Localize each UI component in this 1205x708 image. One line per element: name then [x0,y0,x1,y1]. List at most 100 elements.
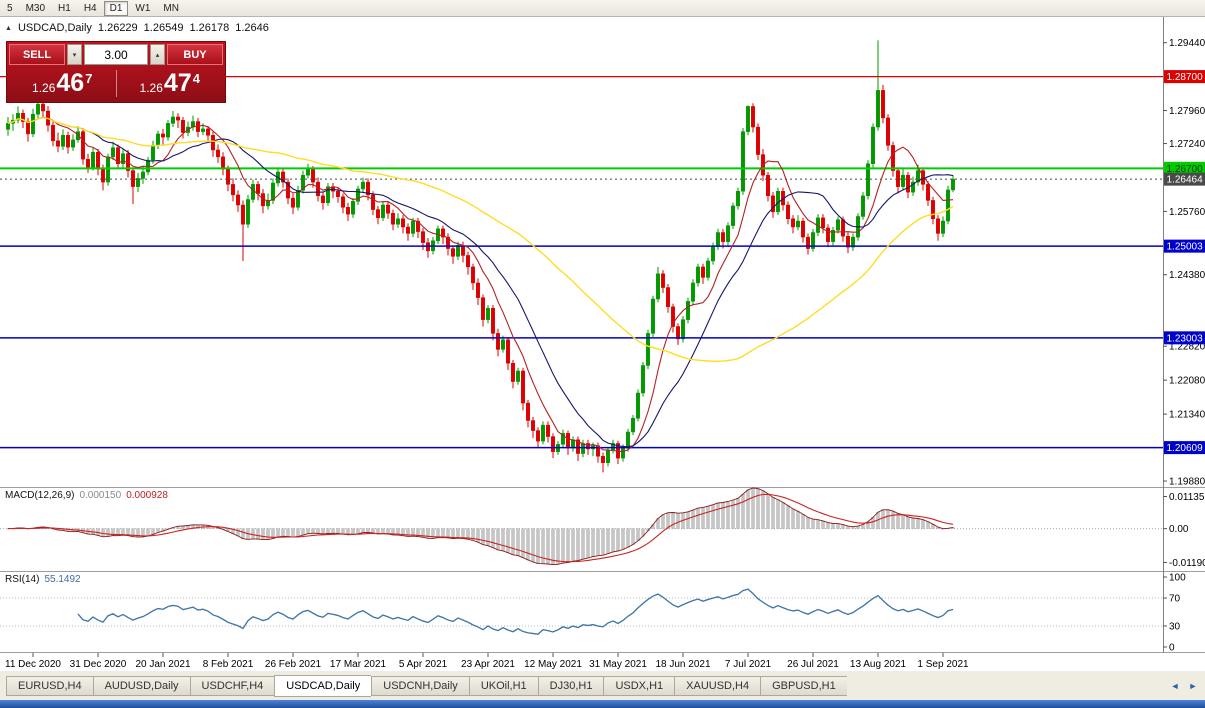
bid-price[interactable]: 1.26 46 7 [9,67,116,100]
sell-button[interactable]: SELL [9,44,65,65]
macd-histogram-bar [761,490,765,529]
candle-body [831,229,835,242]
bid-pipette: 7 [85,71,93,86]
time-axis-label: 13 Aug 2021 [850,659,907,670]
macd-histogram-bar [791,508,795,529]
macd-histogram-bar [816,519,820,529]
macd-histogram-bar [281,528,285,537]
candle-body [341,196,345,208]
candle-body [21,113,25,122]
macd-histogram-bar [836,523,840,529]
candle-body [711,246,715,262]
candle-body [521,370,525,404]
volume-increase-button[interactable]: ▴ [150,44,165,65]
one-click-collapse-icon[interactable]: ▲ [5,24,12,32]
macd-histogram-bar [356,528,360,534]
price-level-box[interactable] [1164,239,1205,253]
candle-body [456,245,460,257]
timeframe-m5[interactable]: 5 [1,1,19,16]
macd-histogram-bar [671,512,675,529]
tab-usdcnh-daily[interactable]: USDCNH,Daily [371,675,469,696]
timeframe-toolbar: 5 M30 H1 H4 D1 W1 MN [0,0,1205,17]
candle-body [316,181,320,197]
candle-body [731,205,735,226]
tab-usdchf-h4[interactable]: USDCHF,H4 [189,675,275,696]
timeframe-mn[interactable]: MN [157,1,185,16]
tab-gbpusd-h1[interactable]: GBPUSD,H1 [760,675,847,696]
macd-histogram-bar [496,528,500,551]
macd-histogram-bar [251,528,255,540]
price-level-box[interactable] [1164,70,1205,84]
tab-scroll-right-icon[interactable]: ► [1188,680,1198,691]
candle-body [226,168,230,185]
candle-body [516,370,520,382]
timeframe-m30[interactable]: M30 [20,1,51,16]
tab-scroll-left-icon[interactable]: ◄ [1170,680,1180,691]
time-axis-label: 12 May 2021 [524,659,582,670]
candle-body [726,225,730,242]
timeframe-h1[interactable]: H1 [52,1,77,16]
candle-body [151,145,155,161]
tab-eurusd-h4[interactable]: EURUSD,H4 [6,675,93,696]
tab-usdx-h1[interactable]: USDX,H1 [603,675,675,696]
timeframe-w1[interactable]: W1 [129,1,156,16]
chart-symbol-period: USDCAD,Daily [17,22,92,34]
tab-xauusd-h4[interactable]: XAUUSD,H4 [674,675,761,696]
buy-button[interactable]: BUY [167,44,223,65]
price-level-box[interactable] [1164,161,1205,175]
volume-input[interactable] [84,44,148,65]
candle-body [551,436,555,452]
chart-area: 1.29440 1.27960 1.27240 1.25760 1.24380 1.228… [0,17,1205,670]
tab-ukoil-h1[interactable]: UKOil,H1 [468,675,538,696]
chart-canvas[interactable]: 1.29440 1.27960 1.27240 1.25760 1.24380 1.228… [0,17,1205,670]
price-level-box[interactable] [1164,441,1205,455]
candle-body [26,121,30,135]
tab-audusd-daily[interactable]: AUDUSD,Daily [92,675,190,696]
candle-body [696,266,700,284]
price-tick-label: 1.21340 [1169,410,1205,421]
macd-histogram-bar [456,528,460,539]
macd-histogram-bar [351,528,355,535]
candle-body [336,190,340,197]
chart-close-value: 1.2646 [235,22,269,34]
candle-body [846,235,850,248]
candle-body [156,133,160,146]
candle-body [281,171,285,183]
candle-body [886,117,890,146]
candle-body [506,339,510,364]
time-axis-label: 31 Dec 2020 [70,659,127,670]
candle-body [511,362,515,382]
timeframe-h4[interactable]: H4 [78,1,103,16]
candle-body [866,163,870,197]
time-axis-label: 11 Dec 2020 [5,659,61,670]
candle-body [661,273,665,288]
macd-histogram-bar [926,521,930,529]
timeframe-d1[interactable]: D1 [103,0,129,16]
candle-body [811,232,815,249]
ask-big-digits: 47 [163,69,192,97]
tab-label: DJ30,H1 [549,679,593,692]
candle-body [891,145,895,171]
macd-histogram-bar [806,517,810,529]
tab-label: EURUSD,H4 [18,679,82,692]
macd-axis-label: 0.01135 [1169,492,1205,503]
price-level-box[interactable] [1164,172,1205,186]
tab-usdcad-daily[interactable]: USDCAD,Daily [274,674,372,697]
tab-label: USDCHF,H4 [201,679,264,692]
tab-dj30-h1[interactable]: DJ30,H1 [537,675,604,696]
ask-price[interactable]: 1.26 47 4 [117,67,224,100]
volume-decrease-button[interactable]: ▾ [67,44,82,65]
candle-body [926,184,930,201]
candle-body [61,135,65,147]
macd-axis-label: 0.00 [1169,524,1189,535]
candle-body [941,220,945,234]
macd-histogram-bar [801,514,805,529]
rsi-name: RSI(14) [5,574,40,585]
candle-body [541,424,545,442]
price-level-box[interactable] [1164,331,1205,345]
candle-body [656,273,660,300]
macd-histogram-bar [491,528,495,548]
macd-axis-label: -0.01190 [1169,558,1205,569]
candle-body [946,189,950,222]
